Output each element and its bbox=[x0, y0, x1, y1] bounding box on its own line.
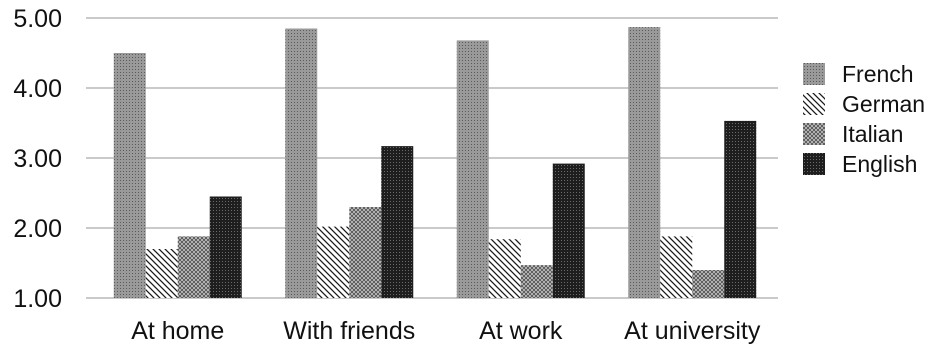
legend: French German Italian English bbox=[803, 61, 925, 177]
bars bbox=[113, 27, 757, 299]
bar-german-at-home bbox=[145, 249, 178, 298]
legend-label-italian: Italian bbox=[842, 121, 903, 147]
bar-french-with-friends bbox=[285, 28, 318, 298]
legend-label-french: French bbox=[842, 61, 914, 87]
y-tick-label: 5.00 bbox=[13, 5, 62, 33]
y-tick-label: 2.00 bbox=[13, 215, 62, 243]
bar-french-at-work bbox=[456, 40, 489, 299]
bar-english-at-university bbox=[724, 120, 757, 299]
bar-english-at-home bbox=[209, 196, 242, 298]
y-tick-label: 1.00 bbox=[13, 285, 62, 313]
x-category-label: At home bbox=[131, 317, 224, 345]
bar-french-at-university bbox=[628, 27, 661, 298]
y-tick-label: 3.00 bbox=[13, 145, 62, 173]
legend-label-english: English bbox=[842, 151, 917, 177]
legend-label-german: German bbox=[842, 91, 925, 117]
bar-italian-with-friends bbox=[349, 207, 382, 298]
y-axis-tick-labels: 1.00 2.00 3.00 4.00 5.00 bbox=[13, 5, 62, 313]
x-axis-category-labels: At home With friends At work At university bbox=[131, 317, 761, 345]
bar-italian-at-university bbox=[692, 270, 725, 298]
legend-swatch-german bbox=[803, 93, 825, 115]
bar-italian-at-home bbox=[177, 236, 210, 298]
legend-swatch-french bbox=[803, 63, 825, 85]
x-category-label: At university bbox=[624, 317, 761, 345]
x-category-label: With friends bbox=[283, 317, 415, 345]
bar-german-at-university bbox=[660, 236, 693, 298]
bar-english-with-friends bbox=[381, 146, 414, 298]
x-category-label: At work bbox=[479, 317, 563, 345]
bar-french-at-home bbox=[113, 53, 146, 298]
legend-swatch-italian bbox=[803, 123, 825, 145]
y-tick-label: 4.00 bbox=[13, 75, 62, 103]
bar-german-with-friends bbox=[317, 226, 350, 298]
bar-english-at-work bbox=[552, 163, 585, 298]
bar-italian-at-work bbox=[520, 265, 553, 298]
legend-swatch-english bbox=[803, 153, 825, 175]
bar-german-at-work bbox=[488, 239, 521, 298]
